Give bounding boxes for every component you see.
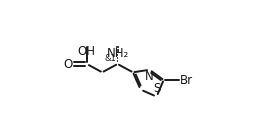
Text: Br: Br	[180, 73, 193, 87]
Text: N: N	[145, 70, 153, 83]
Text: &1: &1	[105, 54, 116, 63]
Text: NH₂: NH₂	[106, 47, 129, 60]
Text: S: S	[154, 82, 161, 95]
Text: O: O	[63, 57, 73, 71]
Text: OH: OH	[78, 45, 96, 58]
